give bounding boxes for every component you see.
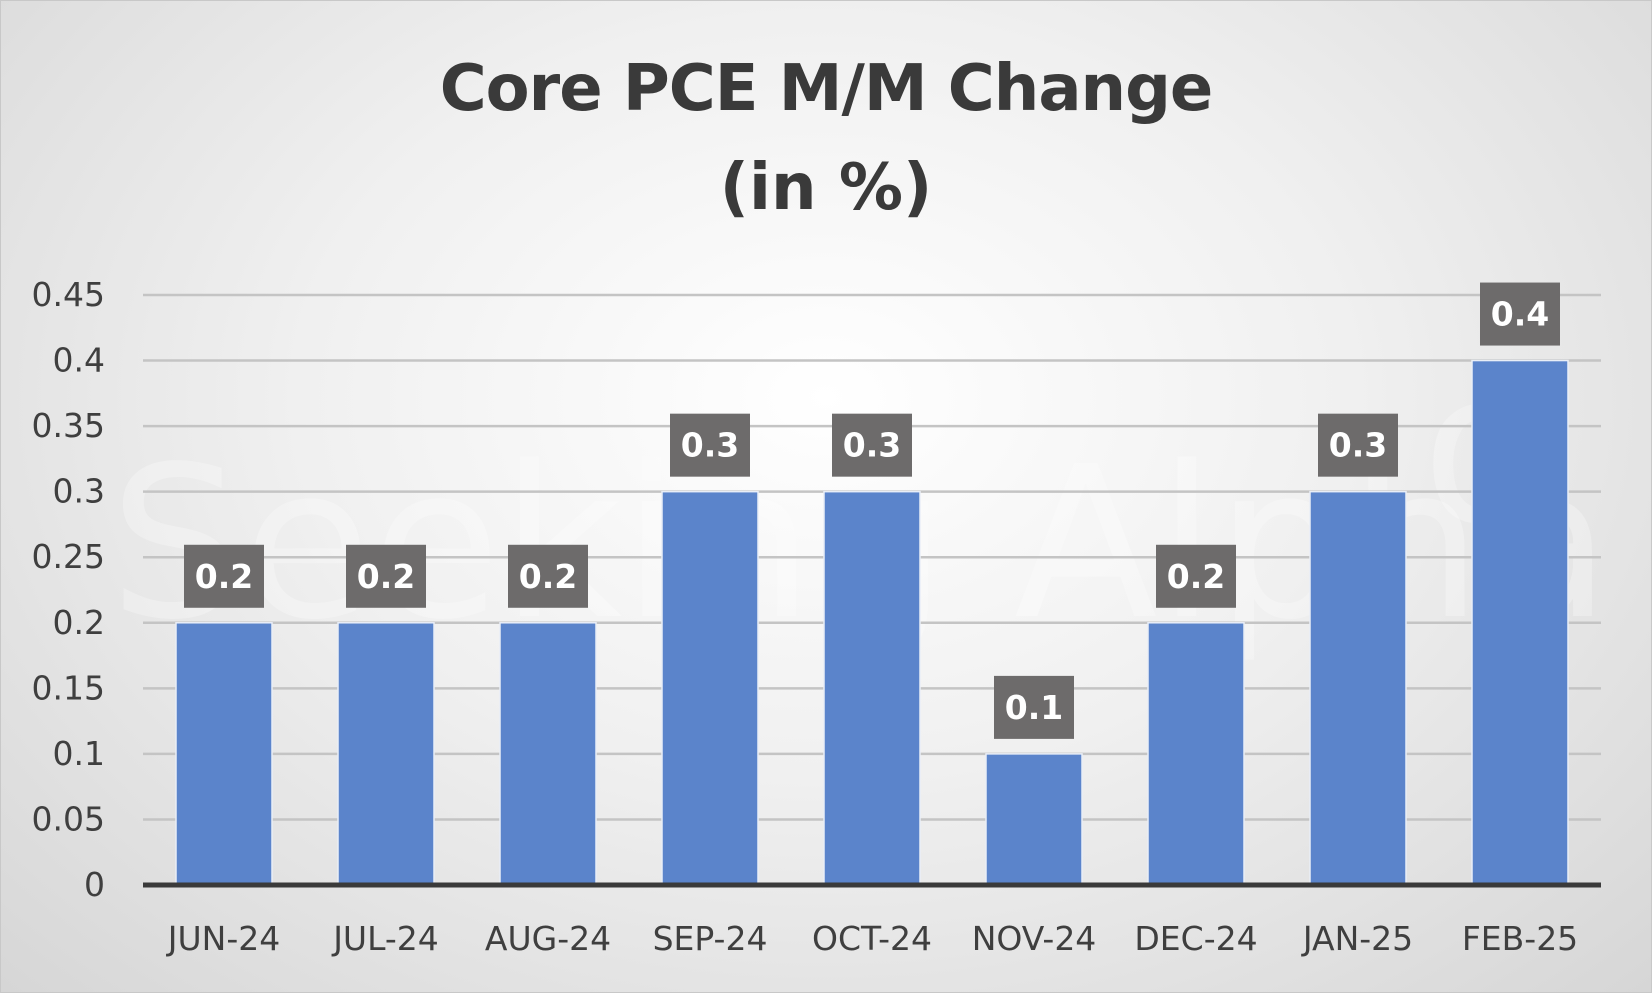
x-tick-label: SEP-24 xyxy=(653,919,768,958)
bar xyxy=(1147,622,1245,886)
data-label: 0.1 xyxy=(994,675,1074,739)
bar xyxy=(175,622,273,886)
y-tick-label: 0.1 xyxy=(53,734,105,773)
data-label-text: 0.3 xyxy=(681,426,739,465)
data-label-box xyxy=(670,413,750,477)
bar xyxy=(1309,490,1407,886)
data-label-box xyxy=(994,675,1074,739)
chart-title: Core PCE M/M Change xyxy=(439,52,1214,126)
bar xyxy=(499,622,597,886)
data-label: 0.3 xyxy=(670,413,750,477)
x-tick-label: DEC-24 xyxy=(1134,919,1257,958)
chart-subtitle: (in %) xyxy=(719,151,933,225)
y-tick-label: 0 xyxy=(84,865,105,904)
data-label-box xyxy=(1480,282,1560,346)
bars xyxy=(175,359,1569,886)
data-label: 0.3 xyxy=(1318,413,1398,477)
y-tick-label: 0.35 xyxy=(32,406,105,445)
data-label-box xyxy=(346,544,426,608)
y-tick-label: 0.4 xyxy=(53,341,105,380)
data-label: 0.4 xyxy=(1480,282,1560,346)
data-labels: 0.2 0.2 0.2 0.3 0.3 0.1 0.2 0.3 0.4 xyxy=(184,282,1560,739)
x-axis-labels: JUN-24 JUL-24 AUG-24 SEP-24 OCT-24 NOV-24 DEC-… xyxy=(166,919,1578,958)
y-axis-ticks: 0 0.05 0.1 0.15 0.2 0.25 0.3 0.35 0.4 0.45 xyxy=(32,275,105,904)
x-tick-label: OCT-24 xyxy=(812,919,932,958)
x-tick-label: JUL-24 xyxy=(331,919,439,958)
x-tick-label: FEB-25 xyxy=(1462,919,1578,958)
data-label-box xyxy=(1156,544,1236,608)
y-tick-label: 0.45 xyxy=(32,275,105,314)
data-label-box xyxy=(184,544,264,608)
x-tick-label: NOV-24 xyxy=(972,919,1097,958)
data-label-text: 0.2 xyxy=(357,557,415,596)
bar xyxy=(823,490,921,886)
y-tick-label: 0.25 xyxy=(32,537,105,576)
data-label-box xyxy=(508,544,588,608)
bar xyxy=(985,753,1083,886)
y-tick-label: 0.05 xyxy=(32,799,105,838)
bar xyxy=(1471,359,1569,886)
data-label-text: 0.2 xyxy=(1167,557,1225,596)
x-tick-label: JUN-24 xyxy=(166,919,280,958)
data-label-text: 0.2 xyxy=(519,557,577,596)
data-label-text: 0.3 xyxy=(843,426,901,465)
data-label-text: 0.3 xyxy=(1329,426,1387,465)
data-label: 0.2 xyxy=(1156,544,1236,608)
data-label: 0.2 xyxy=(184,544,264,608)
data-label-text: 0.2 xyxy=(195,557,253,596)
data-label-text: 0.1 xyxy=(1005,688,1063,727)
data-label: 0.3 xyxy=(832,413,912,477)
y-tick-label: 0.15 xyxy=(32,668,105,707)
y-tick-label: 0.3 xyxy=(53,472,105,511)
data-label-text: 0.4 xyxy=(1491,295,1549,334)
data-label-box xyxy=(832,413,912,477)
y-tick-label: 0.2 xyxy=(53,603,105,642)
x-tick-label: JAN-25 xyxy=(1301,919,1413,958)
x-tick-label: AUG-24 xyxy=(485,919,611,958)
bar xyxy=(661,490,759,886)
data-label: 0.2 xyxy=(346,544,426,608)
bar xyxy=(337,622,435,886)
data-label-box xyxy=(1318,413,1398,477)
data-label: 0.2 xyxy=(508,544,588,608)
